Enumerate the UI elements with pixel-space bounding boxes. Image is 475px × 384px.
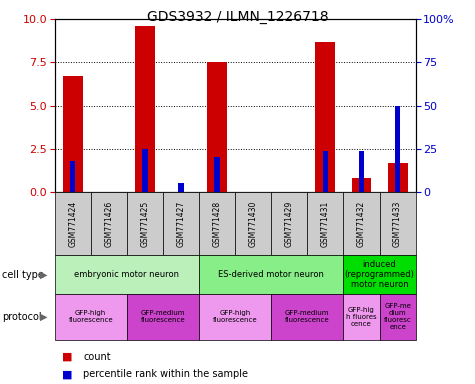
Bar [63, 76, 83, 192]
Text: GSM771425: GSM771425 [141, 200, 149, 247]
Bar [142, 149, 148, 192]
Text: protocol: protocol [2, 312, 42, 322]
Text: GFP-medium
fluorescence: GFP-medium fluorescence [285, 310, 330, 323]
Text: GSM771430: GSM771430 [249, 200, 257, 247]
Bar [55, 294, 127, 340]
Bar [380, 192, 416, 255]
Text: GFP-high
fluorescence: GFP-high fluorescence [213, 310, 257, 323]
Text: GSM771429: GSM771429 [285, 200, 294, 247]
Text: GFP-hig
h fluores
cence: GFP-hig h fluores cence [346, 307, 377, 327]
Bar [395, 106, 400, 192]
Bar [343, 255, 416, 294]
Bar [235, 192, 271, 255]
Bar [127, 192, 163, 255]
Text: cell type: cell type [2, 270, 44, 280]
Text: GSM771427: GSM771427 [177, 200, 185, 247]
Bar [135, 26, 155, 192]
Bar [207, 62, 227, 192]
Bar [199, 255, 343, 294]
Bar [214, 157, 220, 192]
Text: ■: ■ [62, 352, 72, 362]
Bar [359, 151, 364, 192]
Bar [307, 192, 343, 255]
Text: percentile rank within the sample: percentile rank within the sample [83, 369, 248, 379]
Text: count: count [83, 352, 111, 362]
Bar [70, 161, 76, 192]
Bar [55, 192, 91, 255]
Text: GFP-medium
fluorescence: GFP-medium fluorescence [141, 310, 185, 323]
Bar [352, 178, 371, 192]
Bar [91, 192, 127, 255]
Bar [271, 294, 343, 340]
Text: GSM771428: GSM771428 [213, 200, 221, 247]
Bar [199, 192, 235, 255]
Bar [271, 192, 307, 255]
Bar [343, 192, 380, 255]
Text: GFP-me
dium
fluoresc
ence: GFP-me dium fluoresc ence [384, 303, 411, 330]
Text: ES-derived motor neuron: ES-derived motor neuron [218, 270, 324, 279]
Bar [199, 294, 271, 340]
Text: GSM771432: GSM771432 [357, 200, 366, 247]
Bar [343, 294, 380, 340]
Bar [55, 255, 199, 294]
Bar [178, 184, 184, 192]
Text: GSM771426: GSM771426 [104, 200, 113, 247]
Text: GSM771433: GSM771433 [393, 200, 402, 247]
Text: induced
(reprogrammed)
motor neuron: induced (reprogrammed) motor neuron [344, 260, 415, 290]
Text: GDS3932 / ILMN_1226718: GDS3932 / ILMN_1226718 [147, 10, 328, 23]
Bar [127, 294, 199, 340]
Bar [380, 294, 416, 340]
Text: GSM771424: GSM771424 [68, 200, 77, 247]
Bar [315, 42, 335, 192]
Text: GFP-high
fluorescence: GFP-high fluorescence [68, 310, 113, 323]
Text: ■: ■ [62, 369, 72, 379]
Bar [323, 151, 328, 192]
Text: embryonic motor neuron: embryonic motor neuron [74, 270, 180, 279]
Bar [163, 192, 199, 255]
Text: GSM771431: GSM771431 [321, 200, 330, 247]
Text: ▶: ▶ [40, 312, 48, 322]
Bar [388, 163, 408, 192]
Text: ▶: ▶ [40, 270, 48, 280]
